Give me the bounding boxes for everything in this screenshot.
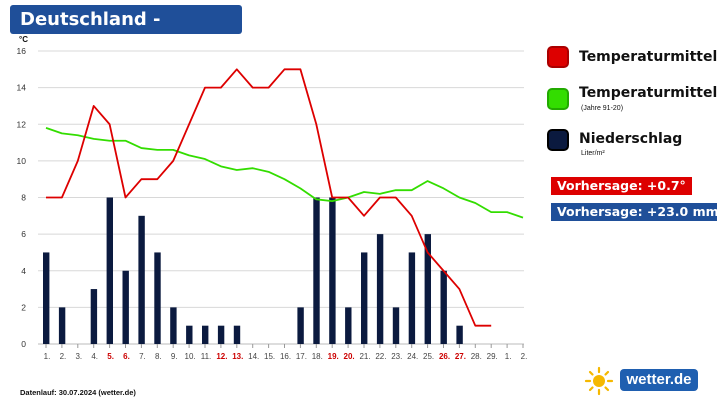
precip-bar [376,234,384,344]
precip-bar [90,289,98,344]
wetter-logo: wetter.de [584,366,702,396]
precip-bar [345,307,352,344]
temp-ref-line [45,127,524,219]
precip-bar [154,252,161,344]
y-tick-label: 16 [17,46,27,56]
x-tick-label: 2. [60,352,67,361]
x-tick-label: 1. [44,352,51,361]
precip-bar [217,325,225,344]
x-tick-label: 4. [91,352,98,361]
x-tick-label: 9. [171,352,178,361]
precip-bar [122,270,129,344]
x-tick-label: 25. [423,352,434,361]
x-tick-label: 17. [296,352,307,361]
precip-bar [170,307,177,344]
precip-bar [106,197,113,344]
x-tick-label: 3. [75,352,82,361]
legend-sublabel-precip: Liter/m² [581,150,605,157]
precip-bar [361,252,368,344]
y-tick-label: 4 [21,266,26,276]
x-tick-label: 7. [139,352,146,361]
precip-bar [297,307,304,344]
legend-sublabel-temp-ref: (Jahre 91-20) [581,105,624,112]
precip-bar [233,325,241,344]
x-tick-label: 2. [521,352,528,361]
y-tick-label: 12 [17,119,27,129]
x-tick-label: 6. [123,352,130,361]
x-tick-label: 24. [407,352,418,361]
precip-bar [329,197,336,344]
precip-bar [408,252,416,344]
precip-bar [202,325,209,344]
y-tick-label: 14 [17,83,27,93]
y-tick-label: 0 [21,339,26,349]
legend-label-precip: Niederschlag [579,131,683,147]
x-tick-label: 8. [155,352,162,361]
x-tick-label: 10. [185,352,196,361]
y-tick-label: 6 [21,229,26,239]
x-tick-label: 5. [107,352,114,361]
x-tick-label: 22. [375,352,386,361]
x-tick-label: 29. [487,352,498,361]
legend-swatch-precip [547,129,569,151]
forecast-temp-badge: Vorhersage: +0.7° [551,177,692,195]
x-tick-label: 23. [391,352,402,361]
precip-bar [440,270,447,344]
y-tick-label: 8 [21,193,26,203]
x-tick-label: 26. [439,352,450,361]
x-tick-label: 15. [264,352,275,361]
x-tick-label: 18. [312,352,323,361]
forecast-precip-badge: Vorhersage: +23.0 mm [551,203,717,221]
y-axis-label: °C [19,35,28,44]
x-tick-label: 20. [344,352,355,361]
precip-bar [456,325,463,344]
precip-bar [138,215,145,344]
x-tick-label: 19. [328,352,339,361]
chart-title: Deutschland - Oktober [10,5,242,59]
x-tick-label: 1. [505,352,512,361]
x-tick-label: 11. [201,352,212,361]
precip-bar [424,234,431,344]
legend-label-temp: Temperaturmittel [579,49,717,65]
legend-label-temp-ref: Temperaturmittel [579,85,717,101]
precip-bar [186,325,193,344]
temp-line [46,68,492,327]
x-tick-label: 14. [248,352,259,361]
x-tick-label: 13. [232,352,243,361]
precip-bar [392,307,400,344]
x-tick-label: 27. [455,352,466,361]
legend-swatch-temp [547,46,569,68]
sun-icon [584,366,614,396]
x-tick-label: 16. [280,352,291,361]
precip-bar [43,252,50,344]
y-tick-label: 2 [21,302,26,312]
precip-bar [58,307,66,344]
legend-swatch-temp-ref [547,88,569,110]
footer-data-run: Datenlauf: 30.07.2024 (wetter.de) [20,388,136,397]
x-tick-label: 28. [471,352,482,361]
x-tick-label: 12. [216,352,227,361]
logo-text: wetter.de [620,369,698,391]
x-tick-label: 21. [359,352,370,361]
y-tick-label: 10 [17,156,27,166]
precip-bar [313,197,320,344]
